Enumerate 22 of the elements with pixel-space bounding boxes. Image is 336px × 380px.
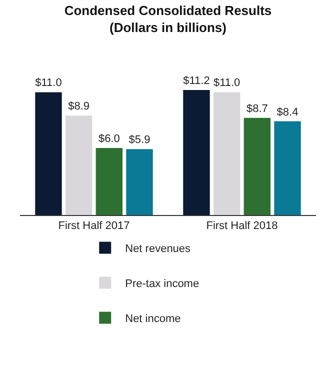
bar xyxy=(244,118,271,215)
bar xyxy=(96,148,123,215)
data-label: $6.0 xyxy=(98,133,120,146)
data-label: $8.4 xyxy=(276,106,298,118)
x-tick-label: First Half 2018 xyxy=(206,220,278,232)
bar xyxy=(213,92,240,215)
data-label: $11.2 xyxy=(183,75,210,87)
chart-title: Condensed Consolidated Results (Dollars in billions) xyxy=(64,3,272,36)
data-label: $11.0 xyxy=(35,77,62,90)
bar xyxy=(274,121,301,215)
legend-label: Net income xyxy=(125,312,181,325)
x-tick-label: First Half 2017 xyxy=(58,220,130,232)
legend-label: Pre-tax income xyxy=(125,278,200,290)
bar xyxy=(126,149,153,215)
bar xyxy=(35,92,62,215)
bar xyxy=(183,90,210,215)
data-label: $8.9 xyxy=(68,100,90,113)
data-label: $5.9 xyxy=(128,134,150,146)
legend-label: Net revenues xyxy=(125,242,192,255)
data-label: $8.7 xyxy=(246,102,268,115)
data-label: $11.0 xyxy=(213,77,240,90)
bar xyxy=(65,116,92,215)
